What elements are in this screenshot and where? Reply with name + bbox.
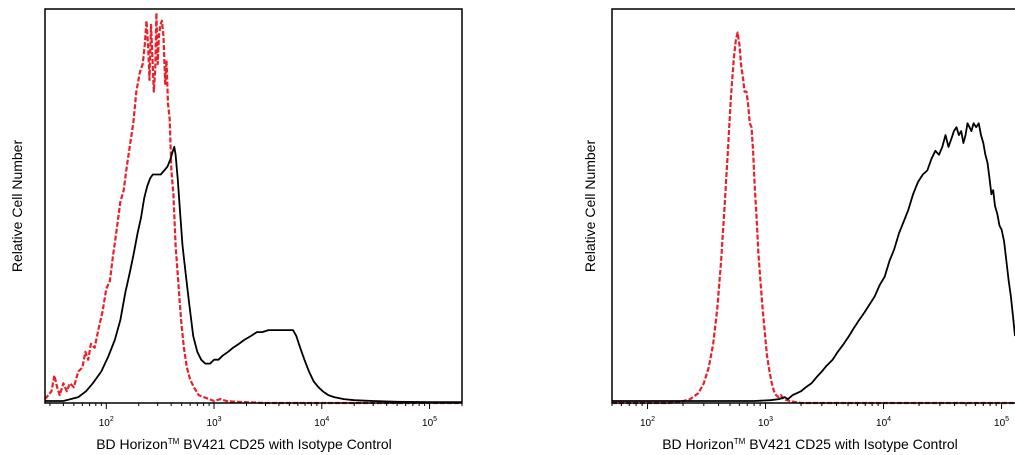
x-tick-label: 102 <box>99 416 114 429</box>
x-tick-label: 103 <box>207 416 222 429</box>
histogram-panel-right: 102 103 104 105 Relative Cell Number BD Horiz… <box>505 0 1015 455</box>
x-tick-label: 105 <box>994 416 1009 429</box>
cd25-stained-line <box>45 146 462 404</box>
isotype-control-line <box>44 11 462 405</box>
x-tick-label: 102 <box>640 416 655 429</box>
cd25-stained-line <box>612 122 1015 402</box>
histogram-panel-left: 102 103 104 105 Relative Cell Number BD Horiz… <box>0 0 505 455</box>
isotype-control-line <box>612 31 1015 405</box>
y-axis-label: Relative Cell Number <box>9 140 25 273</box>
x-tick-label: 105 <box>422 416 437 429</box>
histogram-chart-left: 102 103 104 105 Relative Cell Number BD Horiz… <box>9 8 463 452</box>
plot-frame <box>611 8 1015 404</box>
x-axis-label: BD HorizonTM BV421 CD25 with Isotype Con… <box>96 436 392 452</box>
y-axis-label: Relative Cell Number <box>582 140 598 273</box>
x-tick-label: 103 <box>758 416 773 429</box>
x-tick-label: 104 <box>314 416 329 429</box>
plot-frame <box>44 8 463 404</box>
x-tick-label: 104 <box>876 416 891 429</box>
histogram-chart-right: 102 103 104 105 Relative Cell Number BD Horiz… <box>582 8 1015 452</box>
x-axis-label: BD HorizonTM BV421 CD25 with Isotype Con… <box>662 436 958 452</box>
